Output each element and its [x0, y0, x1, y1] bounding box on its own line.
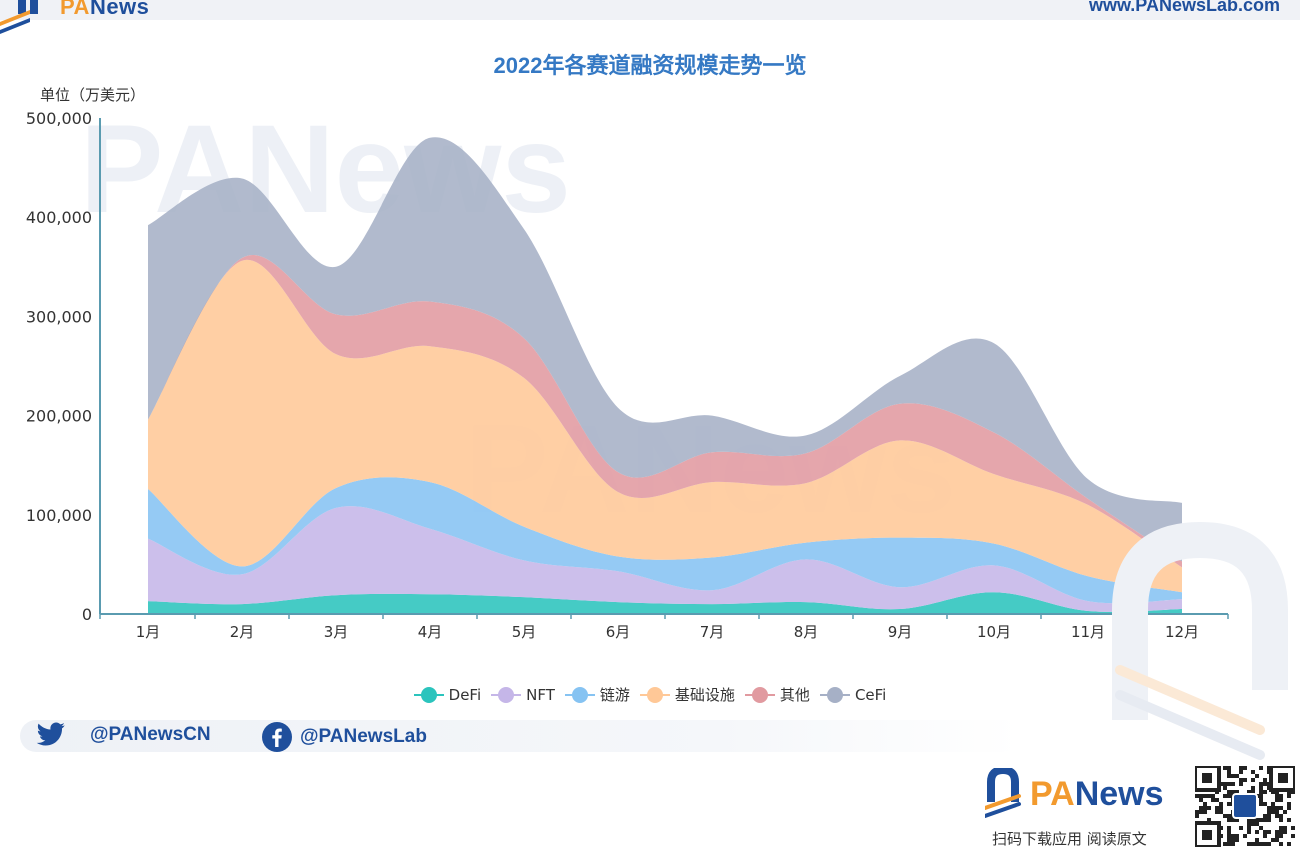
footer-brand-prefix: PA — [1030, 775, 1075, 813]
social-bar: @PANewsCN @PANewsLab — [20, 720, 1020, 752]
area-series-0 — [148, 592, 1182, 614]
facebook-f-icon — [262, 722, 292, 752]
legend-label: 基础设施 — [674, 686, 735, 704]
x-tick-label: 8月 — [794, 623, 819, 641]
x-tick-label: 5月 — [512, 623, 537, 641]
y-tick-label: 0 — [82, 605, 92, 624]
qr-code-icon[interactable] — [1195, 766, 1295, 847]
chart-title: 2022年各赛道融资规模走势一览 — [493, 53, 807, 78]
y-tick-label: 400,000 — [26, 208, 92, 227]
area-series-1 — [148, 506, 1182, 612]
site-url: www.PANewsLab.com — [1088, 0, 1280, 15]
x-tick-label: 10月 — [977, 623, 1011, 641]
y-tick-label: 300,000 — [26, 307, 92, 326]
y-tick-label: 200,000 — [26, 407, 92, 426]
legend-swatch — [564, 686, 595, 703]
legend-swatch — [639, 686, 670, 703]
x-tick-label: 2月 — [230, 623, 255, 641]
x-tick-label: 4月 — [418, 623, 443, 641]
x-tick-label: 1月 — [136, 623, 161, 641]
legend-item-1[interactable]: NFT — [491, 686, 555, 704]
legend-swatch — [413, 686, 444, 703]
facebook-handle-item[interactable]: @PANewsLab — [262, 722, 427, 752]
legend-label: DeFi — [448, 685, 482, 704]
x-tick-label: 12月 — [1165, 623, 1199, 641]
footer-caption: 扫码下载应用 阅读原文 — [992, 830, 1147, 848]
brand-prefix: PA — [60, 0, 90, 19]
area-series-3 — [148, 259, 1182, 593]
area-series-4 — [148, 254, 1182, 568]
brand-logo-top: PANews — [60, 0, 149, 20]
area-series-5 — [148, 137, 1182, 562]
stacked-area-chart: PANews PANews 0100,000200,000300,000400,… — [26, 100, 1229, 641]
legend-label: 链游 — [599, 686, 630, 704]
legend-label: 其他 — [779, 686, 810, 704]
brand-suffix: News — [89, 0, 150, 19]
legend-swatch — [744, 686, 775, 703]
legend-item-3[interactable]: 基础设施 — [639, 684, 735, 705]
legend-swatch — [491, 686, 522, 703]
twitter-bird-icon — [36, 722, 65, 746]
legend-item-5[interactable]: CeFi — [819, 685, 887, 704]
y-tick-label: 100,000 — [26, 506, 92, 525]
legend-label: CeFi — [854, 685, 887, 704]
x-tick-label: 7月 — [700, 623, 725, 641]
x-tick-label: 9月 — [888, 623, 913, 641]
legend-label: NFT — [526, 685, 555, 704]
y-tick-label: 500,000 — [26, 109, 92, 128]
facebook-handle: @PANewsLab — [300, 726, 427, 747]
legend-item-4[interactable]: 其他 — [744, 684, 810, 705]
footer-brand-logo: PANews — [1030, 775, 1164, 814]
x-tick-label: 6月 — [606, 623, 631, 641]
twitter-handle-item[interactable]: @PANewsCN — [36, 722, 211, 748]
chart-legend: DeFi NFT 链游 基础设施 其他 CeFi — [0, 684, 1300, 707]
legend-item-0[interactable]: DeFi — [413, 685, 482, 704]
y-axis-unit-label: 单位（万美元） — [40, 86, 146, 104]
x-tick-label: 3月 — [324, 623, 349, 641]
panews-logo-icon — [985, 768, 1021, 818]
footer-brand-suffix: News — [1074, 775, 1164, 813]
top-banner — [0, 0, 1300, 20]
decorative-logo-watermark — [1112, 521, 1288, 760]
legend-item-2[interactable]: 链游 — [564, 684, 630, 705]
twitter-handle: @PANewsCN — [90, 724, 211, 745]
x-tick-label: 11月 — [1071, 623, 1105, 641]
legend-swatch — [819, 686, 850, 703]
area-series-2 — [148, 477, 1182, 604]
brand-stripes-icon — [0, 0, 38, 34]
